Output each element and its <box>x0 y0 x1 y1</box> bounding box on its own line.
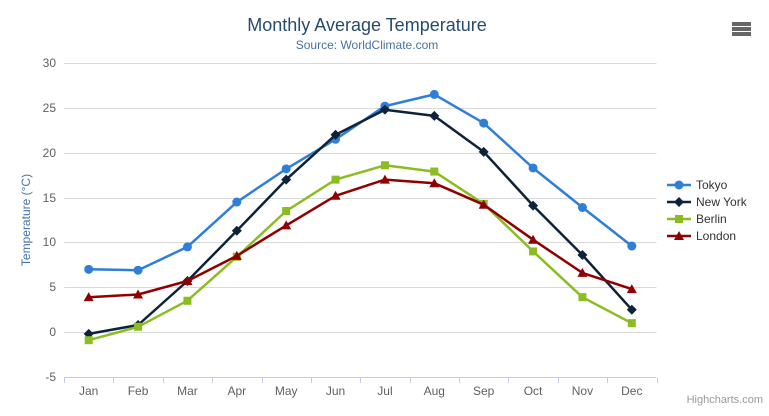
series-line <box>87 93 634 272</box>
data-point-marker <box>379 104 390 115</box>
data-point-marker <box>330 129 341 140</box>
series-london <box>83 174 637 302</box>
data-point-marker <box>231 225 242 236</box>
data-point-marker <box>478 199 489 209</box>
y-axis-label: 30 <box>42 56 56 70</box>
data-point-marker <box>429 89 439 99</box>
legend-item-label: Tokyo <box>696 177 728 192</box>
data-point-marker <box>626 284 637 294</box>
data-point-marker <box>379 174 390 184</box>
data-point-marker <box>330 190 341 200</box>
data-point-marker <box>528 200 539 211</box>
legend-item-label: Berlin <box>696 211 727 226</box>
data-point-marker <box>133 265 143 275</box>
x-axis-label: Aug <box>423 384 445 398</box>
legend-item-berlin[interactable]: Berlin <box>667 210 747 227</box>
hamburger-menu-icon <box>732 27 751 31</box>
series-tokyo <box>84 89 637 275</box>
triangle-legend-marker-icon <box>667 230 691 240</box>
data-point-marker <box>577 267 588 277</box>
y-axis-label: 5 <box>49 280 56 295</box>
data-point-marker <box>675 214 683 223</box>
series-line <box>87 178 634 299</box>
square-legend-marker-icon <box>667 214 691 223</box>
data-point-marker <box>674 196 684 207</box>
data-point-marker <box>674 230 684 240</box>
legend-item-label: New York <box>696 194 747 209</box>
data-point-marker <box>627 241 637 251</box>
data-point-marker <box>577 249 588 260</box>
highcharts-credit-link[interactable]: Highcharts.com <box>686 394 763 406</box>
legend-item-label: London <box>696 228 737 243</box>
x-axis-label: Jun <box>325 384 346 398</box>
data-point-marker <box>331 175 340 184</box>
x-axis-label: Sep <box>473 384 495 398</box>
circle-legend-marker-icon <box>667 180 691 189</box>
chart-context-menu-button[interactable] <box>731 20 753 38</box>
y-axis-label: 25 <box>42 100 56 115</box>
hamburger-menu-icon <box>732 32 751 36</box>
series-line <box>87 108 634 336</box>
data-point-marker <box>528 234 539 244</box>
y-axis-label: 15 <box>42 190 56 205</box>
data-point-marker <box>133 289 144 299</box>
data-point-marker <box>429 178 440 188</box>
data-point-marker <box>84 336 93 345</box>
x-axis-label: Nov <box>571 384 594 398</box>
series-line <box>87 164 634 342</box>
data-point-marker <box>528 163 538 173</box>
data-point-marker <box>479 118 489 128</box>
data-point-marker <box>84 264 94 274</box>
series-berlin <box>84 161 636 345</box>
x-axis-label: Feb <box>127 384 149 398</box>
x-axis-label: Oct <box>523 384 543 398</box>
y-axis-label: 0 <box>49 325 56 340</box>
data-point-marker <box>430 167 439 176</box>
data-point-marker <box>529 247 538 256</box>
data-point-marker <box>478 146 489 157</box>
y-axis-label: 10 <box>42 235 56 250</box>
data-point-marker <box>281 174 292 185</box>
data-point-marker <box>182 276 193 286</box>
data-point-marker <box>380 161 389 170</box>
data-point-marker <box>429 110 440 121</box>
data-point-marker <box>282 207 291 216</box>
legend: Tokyo New York Berlin London <box>667 176 747 244</box>
y-axis-label: -5 <box>45 370 56 384</box>
x-axis-label: May <box>274 384 298 398</box>
x-axis-label: Jan <box>79 384 99 398</box>
chart-subtitle: Source: WorldClimate.com <box>295 38 439 52</box>
data-point-marker <box>281 164 291 174</box>
x-axis-label: Apr <box>227 384 247 398</box>
diamond-legend-marker-icon <box>667 196 691 207</box>
data-point-marker <box>674 180 684 189</box>
data-point-marker <box>182 242 192 252</box>
hamburger-menu-icon <box>732 22 751 26</box>
data-point-marker <box>183 296 192 305</box>
data-point-marker <box>281 220 292 230</box>
data-point-marker <box>134 322 143 331</box>
chart-title: Monthly Average Temperature <box>247 15 487 35</box>
data-point-marker <box>626 304 637 315</box>
x-axis-label: Mar <box>177 384 198 398</box>
data-point-marker <box>231 250 242 260</box>
series-new-york <box>83 104 637 339</box>
legend-item-new-york[interactable]: New York <box>667 193 747 210</box>
data-point-marker <box>627 319 636 328</box>
x-axis-label: Jul <box>377 384 393 398</box>
x-axis-label: Dec <box>621 384 643 398</box>
legend-item-tokyo[interactable]: Tokyo <box>667 176 747 193</box>
legend-item-london[interactable]: London <box>667 227 747 244</box>
data-point-marker <box>232 197 242 207</box>
data-point-marker <box>577 202 587 212</box>
data-point-marker <box>578 293 587 302</box>
y-axis-label: 20 <box>42 145 56 160</box>
data-point-marker <box>83 292 94 302</box>
